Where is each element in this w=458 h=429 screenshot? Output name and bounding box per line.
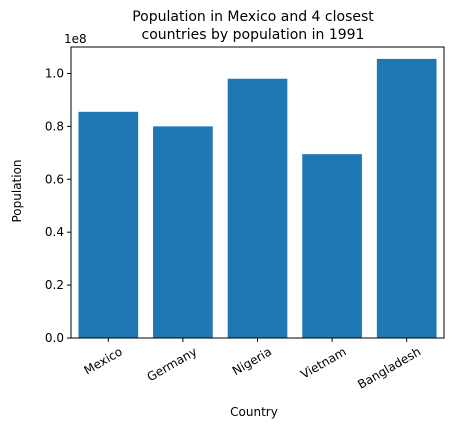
y-ticks-group: 0.0 0.2 0.4 0.6 0.8 1.0 <box>45 66 71 345</box>
bar-nigeria <box>227 78 288 338</box>
x-axis-label: Country <box>230 405 278 419</box>
y-tick-label: 0.8 <box>45 119 64 133</box>
x-tick-label: Vietnam <box>298 344 348 381</box>
chart-title-line-1: Population in Mexico and 4 closest <box>132 9 374 25</box>
y-tick-label: 1.0 <box>45 66 64 80</box>
x-tick-label: Nigeria <box>230 344 274 378</box>
plot-frame <box>70 46 445 339</box>
y-tick-label: 0.4 <box>45 225 64 239</box>
x-tick-label: Bangladesh <box>355 344 423 391</box>
x-tick-label: Germany <box>145 344 200 384</box>
bar-germany <box>153 126 213 338</box>
x-ticks-group: Mexico Germany Nigeria Vietnam Bangladesh <box>82 338 423 392</box>
y-axis-label: Population <box>10 159 24 222</box>
x-tick-label: Mexico <box>82 344 125 377</box>
y-tick-label: 0.6 <box>45 172 64 186</box>
y-tick-label: 0.2 <box>45 278 64 292</box>
chart-title-line-2: countries by population in 1991 <box>142 27 365 43</box>
bars-group <box>78 58 437 339</box>
bar-mexico <box>78 111 139 339</box>
bar-vietnam <box>302 154 362 338</box>
y-axis-offset-label: 1e8 <box>64 32 87 46</box>
y-tick-label: 0.0 <box>45 331 64 345</box>
bar-bangladesh <box>376 58 437 339</box>
